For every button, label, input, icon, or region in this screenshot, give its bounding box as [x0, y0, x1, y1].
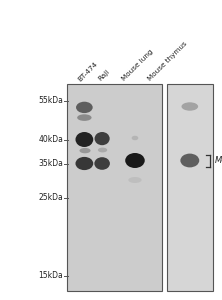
Ellipse shape: [132, 136, 138, 140]
Ellipse shape: [125, 153, 145, 168]
Text: 15kDa: 15kDa: [39, 272, 63, 280]
Ellipse shape: [75, 157, 93, 170]
Ellipse shape: [75, 132, 93, 147]
Ellipse shape: [94, 157, 110, 170]
Ellipse shape: [76, 102, 93, 113]
Text: 25kDa: 25kDa: [39, 194, 63, 202]
Ellipse shape: [181, 102, 198, 111]
Ellipse shape: [128, 177, 142, 183]
Text: BT-474: BT-474: [77, 60, 99, 82]
Text: 55kDa: 55kDa: [38, 96, 63, 105]
Text: 40kDa: 40kDa: [38, 135, 63, 144]
Bar: [166, 84, 213, 291]
Text: Mouse lung: Mouse lung: [121, 49, 155, 82]
Ellipse shape: [98, 148, 107, 152]
Ellipse shape: [180, 154, 199, 167]
Text: Mouse thymus: Mouse thymus: [147, 41, 188, 82]
Text: Raji: Raji: [97, 69, 110, 82]
Text: 35kDa: 35kDa: [38, 159, 63, 168]
Text: MCL1: MCL1: [215, 156, 222, 165]
Ellipse shape: [95, 132, 110, 145]
Bar: [67, 84, 162, 291]
Ellipse shape: [77, 114, 91, 121]
Ellipse shape: [79, 148, 91, 153]
